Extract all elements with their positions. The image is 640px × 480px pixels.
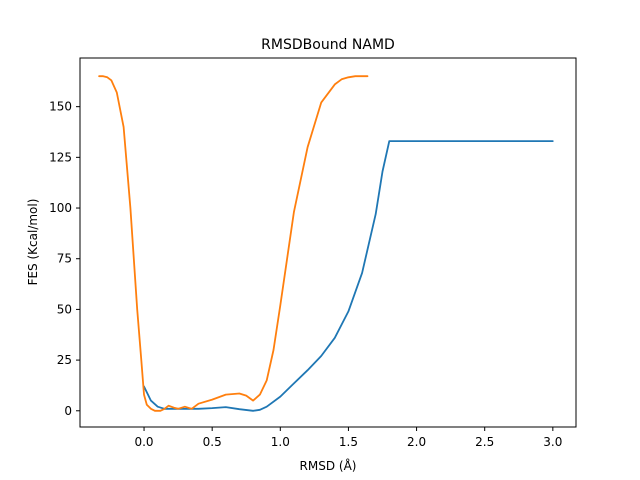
- y-tick-label: 0: [64, 404, 72, 418]
- series-line-1: [143, 140, 554, 412]
- plot-lines: [98, 75, 554, 412]
- y-tick-label: 150: [49, 100, 72, 114]
- x-tick-label: 1.5: [339, 435, 358, 449]
- y-tick-label: 25: [57, 353, 72, 367]
- y-tick-label: 125: [49, 150, 72, 164]
- x-tick-label: 0.0: [134, 435, 153, 449]
- x-axis: 0.0 0.5 1.0 1.5 2.0 2.5 3.0: [134, 427, 562, 449]
- x-tick-label: 2.5: [475, 435, 494, 449]
- plot-frame: [79, 57, 577, 428]
- x-tick-label: 0.5: [203, 435, 222, 449]
- chart-title: RMSDBound NAMD: [261, 37, 395, 53]
- y-axis: 0 25 50 75 100 125 150: [49, 100, 80, 418]
- y-tick-label: 100: [49, 201, 72, 215]
- series-line-2: [98, 75, 369, 412]
- x-tick-label: 2.0: [407, 435, 426, 449]
- x-tick-label: 3.0: [543, 435, 562, 449]
- x-axis-label: RMSD (Å): [300, 458, 357, 473]
- y-axis-label: FES (Kcal/mol): [26, 199, 40, 286]
- y-tick-label: 75: [57, 252, 72, 266]
- y-tick-label: 50: [57, 302, 72, 316]
- x-tick-label: 1.0: [271, 435, 290, 449]
